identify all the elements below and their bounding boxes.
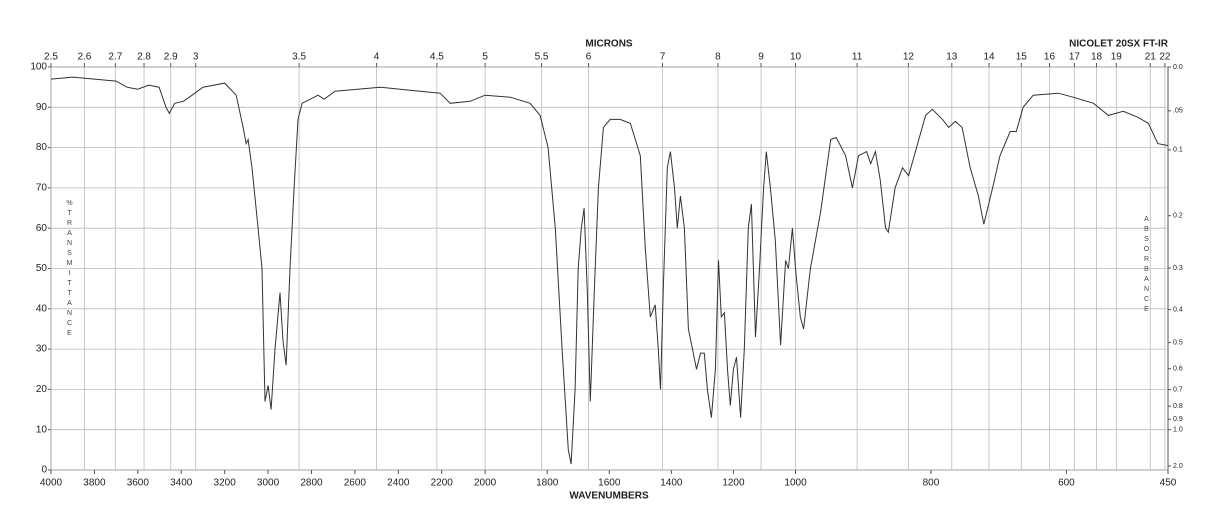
x-tick-label: 1000 — [784, 478, 807, 489]
y2-tick-label: 0.1 — [1173, 147, 1183, 154]
y2-tick-label: 0.4 — [1173, 306, 1183, 313]
x2-tick-label: 22 — [1159, 52, 1171, 63]
x2-tick-label: 2.6 — [77, 52, 91, 63]
x-axis-title: WAVENUMBERS — [569, 491, 649, 502]
y-tick-label: 20 — [36, 384, 48, 395]
spectrum-line — [50, 76, 1169, 465]
x2-tick-label: 14 — [983, 52, 995, 63]
y2-tick-label: 0.2 — [1173, 213, 1183, 220]
x2-tick-label: 11 — [852, 52, 863, 63]
x-tick-label: 1800 — [536, 478, 559, 489]
y-tick-label: 60 — [36, 223, 48, 234]
y-tick-label: 50 — [36, 263, 48, 274]
y-tick-label: 0 — [41, 465, 47, 476]
y-tick-label: 90 — [36, 102, 48, 113]
x2-tick-label: 5 — [482, 52, 488, 63]
x-tick-label: 3800 — [83, 478, 106, 489]
y2-tick-label: 0.6 — [1173, 366, 1183, 373]
x-tick-label: 450 — [1160, 478, 1177, 489]
x2-tick-label: 2.7 — [108, 52, 122, 63]
y-tick-label: 30 — [36, 344, 48, 355]
x2-tick-label: 19 — [1111, 52, 1123, 63]
x2-tick-label: 21 — [1145, 52, 1157, 63]
x2-tick-label: 8 — [715, 52, 721, 63]
x2-tick-label: 18 — [1091, 52, 1103, 63]
x-tick-label: 600 — [1058, 478, 1075, 489]
x-tick-label: 2600 — [344, 478, 367, 489]
x2-tick-label: 16 — [1044, 52, 1056, 63]
x-tick-label: 2400 — [387, 478, 410, 489]
y2-tick-label: 0.9 — [1173, 416, 1183, 423]
x2-tick-label: 15 — [1016, 52, 1028, 63]
y-axis-title: %TRANSMITTANCE — [66, 200, 73, 340]
x-tick-label: 2000 — [474, 478, 497, 489]
x-tick-label: 3600 — [127, 478, 150, 489]
y2-tick-label: 0.7 — [1173, 386, 1183, 393]
x2-tick-label: 2.9 — [164, 52, 178, 63]
x2-tick-label: 12 — [903, 52, 915, 63]
x2-tick-label: 10 — [790, 52, 802, 63]
y2-tick-label: .05 — [1173, 108, 1183, 115]
x2-tick-label: 3 — [193, 52, 199, 63]
chart-title: NICOLET 20SX FT-IR — [1069, 39, 1169, 50]
x2-tick-label: 4 — [374, 52, 380, 63]
x2-tick-label: 3.5 — [292, 52, 306, 63]
x2-axis-title: MICRONS — [585, 39, 633, 50]
x-tick-label: 2200 — [431, 478, 454, 489]
x2-tick-label: 4.5 — [430, 52, 444, 63]
x-tick-label: 2800 — [300, 478, 323, 489]
x2-tick-label: 9 — [758, 52, 764, 63]
x2-tick-label: 5.5 — [535, 52, 549, 63]
x-tick-label: 3200 — [214, 478, 237, 489]
x-tick-label: 3000 — [257, 478, 280, 489]
y-tick-label: 10 — [36, 424, 48, 435]
y2-tick-label: 0.8 — [1173, 403, 1183, 410]
y2-axis-title: ABSORBANCE — [1143, 216, 1150, 316]
x2-tick-label: 7 — [660, 52, 666, 63]
y2-tick-label: 0.3 — [1173, 265, 1183, 272]
x2-tick-label: 13 — [946, 52, 958, 63]
y-tick-label: 70 — [36, 183, 48, 194]
x-tick-label: 4000 — [40, 478, 63, 489]
x-tick-label: 800 — [923, 478, 940, 489]
y2-tick-label: 2.0 — [1173, 463, 1183, 470]
x2-tick-label: 2.5 — [44, 52, 58, 63]
y-tick-label: 40 — [36, 303, 48, 314]
x-tick-label: 1400 — [660, 478, 683, 489]
x-tick-label: 1200 — [722, 478, 745, 489]
y2-tick-label: 0.0 — [1173, 64, 1183, 71]
x2-tick-label: 2.8 — [137, 52, 151, 63]
x-tick-label: 1600 — [598, 478, 621, 489]
x-tick-label: 3400 — [170, 478, 193, 489]
y-tick-label: 80 — [36, 142, 48, 153]
y2-tick-label: 0.5 — [1173, 339, 1183, 346]
x2-tick-label: 6 — [586, 52, 592, 63]
x2-tick-label: 17 — [1069, 52, 1081, 63]
y-tick-label: 100 — [30, 62, 47, 73]
y2-tick-label: 1.0 — [1173, 427, 1183, 434]
